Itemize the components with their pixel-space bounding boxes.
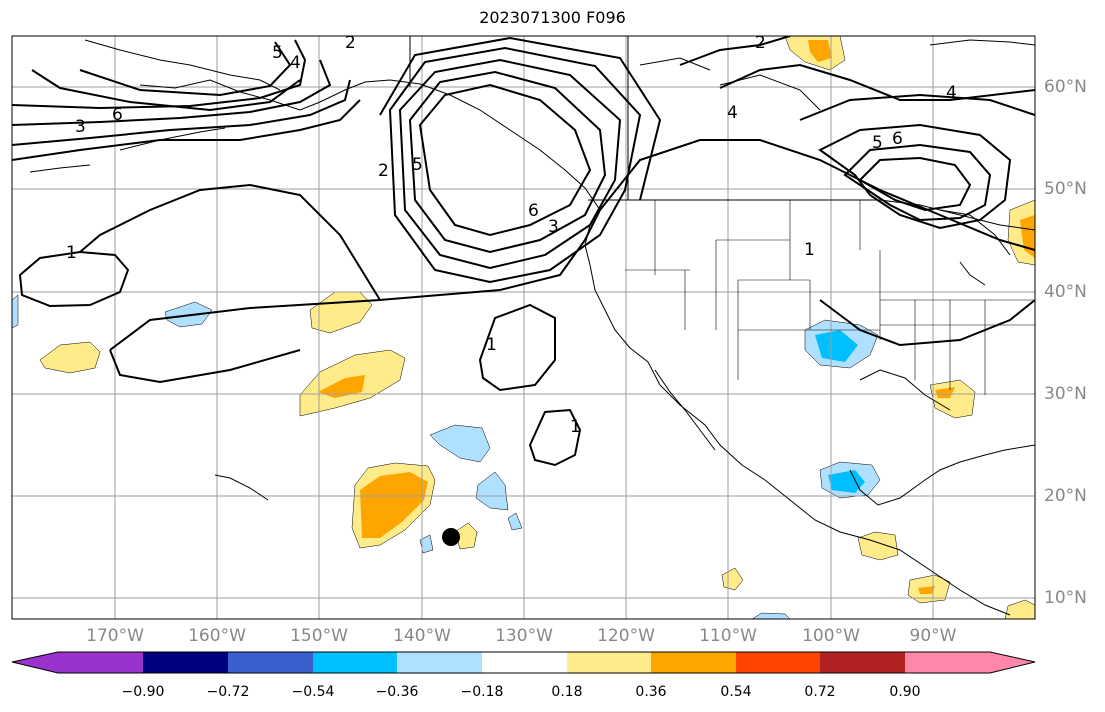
contour-label: 4	[727, 103, 738, 123]
colorbar-seg	[143, 652, 229, 673]
colorbar-outline	[11, 651, 1036, 674]
contour-label: 6	[892, 129, 903, 149]
contour-label: 2	[755, 33, 766, 53]
colorbar-seg	[12, 652, 58, 673]
lon-label: 130°W	[495, 626, 553, 646]
lat-label: 50°N	[1044, 179, 1087, 199]
colorbar-label: −0.36	[375, 684, 419, 700]
contour-label: 6	[112, 105, 123, 125]
colorbar-seg	[905, 652, 991, 673]
colorbar-seg	[651, 652, 737, 673]
graticule	[12, 36, 1035, 619]
map-title: 2023071300 F096	[479, 8, 626, 27]
map-canvas: 1 1 1 1 2 2 2 3 3 4 4 4 5 5 5 6 6 6	[11, 33, 1036, 620]
colorbar-seg	[397, 652, 483, 673]
colorbar-label: 0.36	[635, 684, 667, 700]
colorbar-label: 0.18	[551, 684, 583, 700]
coastlines	[29, 36, 1035, 616]
state-borders	[625, 200, 1035, 395]
location-marker	[442, 528, 460, 546]
colorbar-label: 0.72	[804, 684, 836, 700]
colorbar	[11, 651, 1036, 674]
colorbar-seg	[736, 652, 822, 673]
contour-label: 6	[528, 201, 539, 221]
contour-value-labels: 1 1 1 1 2 2 2 3 3 4 4 4 5 5 5 6 6 6	[66, 33, 957, 437]
colorbar-label: −0.90	[121, 684, 165, 700]
lon-label: 140°W	[393, 626, 451, 646]
contour-lines	[12, 36, 1035, 467]
contour-label: 4	[946, 83, 957, 103]
lat-label: 60°N	[1044, 77, 1087, 97]
colorbar-seg	[482, 652, 568, 673]
contour-label: 2	[378, 161, 389, 181]
lat-label: 30°N	[1044, 384, 1087, 404]
contour-label: 1	[486, 335, 497, 355]
contour-label: 2	[345, 33, 356, 53]
colorbar-label: −0.18	[460, 684, 504, 700]
contour-label: 5	[272, 43, 283, 63]
lat-label: 20°N	[1044, 486, 1087, 506]
contour-label: 5	[412, 155, 423, 175]
colorbar-seg	[58, 652, 144, 673]
lon-label: 120°W	[597, 626, 655, 646]
colorbar-label: 0.90	[889, 684, 921, 700]
colorbar-seg	[990, 652, 1035, 673]
contour-label: 3	[75, 117, 86, 137]
lon-label: 170°W	[86, 626, 144, 646]
contour-label: 1	[570, 417, 581, 437]
lon-label: 90°W	[909, 626, 957, 646]
contour-label: 1	[804, 240, 815, 260]
contour-label: 1	[66, 243, 77, 263]
colorbar-label: 0.54	[720, 684, 752, 700]
lon-label: 110°W	[699, 626, 757, 646]
colorbar-seg	[567, 652, 653, 673]
colorbar-label: −0.72	[206, 684, 250, 700]
lat-label: 10°N	[1044, 588, 1087, 608]
colorbar-seg	[313, 652, 399, 673]
map-frame	[11, 35, 1036, 620]
lon-label: 150°W	[290, 626, 348, 646]
contour-label: 4	[290, 53, 301, 73]
lat-label: 40°N	[1044, 282, 1087, 302]
contour-label: 5	[872, 133, 883, 153]
colorbar-seg	[820, 652, 906, 673]
lon-label: 100°W	[802, 626, 860, 646]
contour-label: 3	[548, 217, 559, 237]
colorbar-label: −0.54	[291, 684, 335, 700]
colorbar-seg	[228, 652, 314, 673]
lon-label: 160°W	[188, 626, 246, 646]
